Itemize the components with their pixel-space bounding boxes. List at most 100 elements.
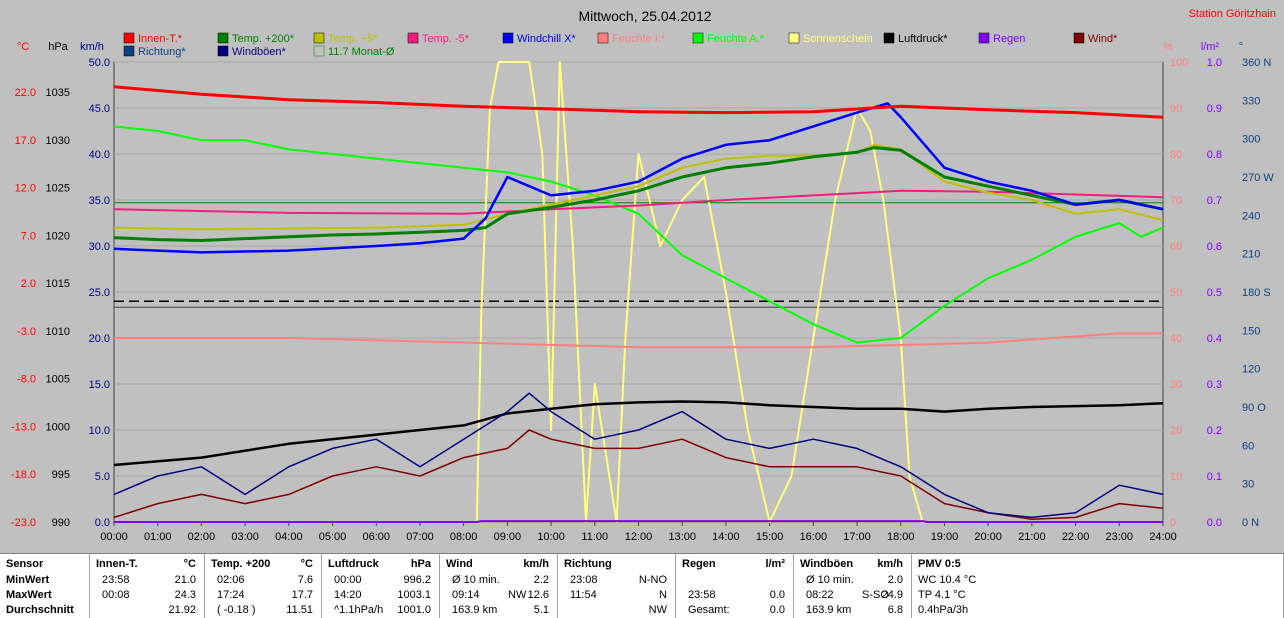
wind-tick-label: 5.0: [95, 471, 110, 483]
summary-sensor-column: Sensor MinWert MaxWert Durchschnitt: [0, 554, 90, 618]
x-tick-label: 20:00: [974, 531, 1002, 543]
wind-tick-label: 25.0: [89, 287, 110, 299]
x-tick-label: 10:00: [537, 531, 565, 543]
axis-unit-direction: °: [1239, 41, 1243, 53]
wind-header: Wind: [446, 558, 473, 570]
temp-tick-label: -13.0: [11, 421, 36, 433]
richtung-cell: 11:54: [570, 589, 597, 601]
rain-tick-label: 1.0: [1207, 57, 1222, 69]
direction-tick-label: 330: [1242, 95, 1260, 107]
wind-cell: NW: [508, 589, 527, 601]
wind-cell: 5.1: [533, 604, 549, 616]
wind-tick-label: 15.0: [89, 379, 110, 391]
x-tick-label: 21:00: [1018, 531, 1046, 543]
legend-label: Windchill X*: [517, 33, 576, 45]
richtung-header: Richtung: [564, 558, 612, 570]
humidity-tick-label: 20: [1170, 425, 1182, 437]
temp-cell: 02:06: [217, 574, 245, 586]
temp-cell: ( -0.18 ): [217, 604, 256, 616]
innen-cell: 21.0: [174, 574, 196, 586]
pressure-tick-label: 990: [52, 517, 70, 529]
legend-swatch: [217, 45, 229, 57]
boeen-row: 08:22 S-SO 24.9: [800, 589, 907, 604]
series-line-windchill-x-: [113, 102, 1164, 254]
rain-tick-label: 0.2: [1207, 425, 1222, 437]
pressure-tick-label: 1025: [46, 183, 70, 195]
direction-tick-label: 300: [1242, 134, 1260, 146]
series-line-windb-en-: [113, 392, 1164, 519]
direction-tick-label: 210: [1242, 249, 1260, 261]
axis-unit-pressure: hPa: [48, 41, 68, 53]
x-tick-label: 08:00: [450, 531, 478, 543]
druck-cell: 996.2: [403, 574, 431, 586]
temp-tick-label: 2.0: [21, 278, 36, 290]
series-line-feuchte-i-: [114, 332, 1163, 349]
legend-swatch: [123, 45, 135, 57]
boeen-cell: 163.9 km: [806, 604, 852, 616]
x-tick-label: 11:00: [581, 531, 608, 543]
humidity-tick-label: 50: [1170, 287, 1182, 299]
temp-cell: 11.51: [286, 604, 313, 616]
legend-label: Wind*: [1088, 33, 1118, 45]
druck-cell: 00:00: [334, 574, 362, 586]
pmv-row: 0.4hPa/3h: [918, 604, 969, 616]
wind-cell: 163.9 km: [452, 604, 498, 616]
axis-unit-wind: km/h: [80, 41, 104, 53]
summary-innen-column: Innen-T. °C 23:58 21.0 00:08 24.3 21.92: [90, 554, 205, 618]
pmv-row: TP 4.1 °C: [918, 589, 966, 601]
druck-cell: 1003.1: [397, 589, 431, 601]
legend-label: Temp. +200*: [232, 33, 295, 45]
avg-label: Durchschnitt: [6, 604, 74, 616]
pmv-row: WC 10.4 °C: [918, 574, 977, 586]
wind-cell: 09:14: [452, 589, 480, 601]
series-line-sonnenschein: [114, 61, 1163, 523]
wind-tick-label: 30.0: [89, 241, 110, 253]
humidity-tick-label: 70: [1170, 195, 1182, 207]
pressure-tick-label: 1005: [46, 374, 70, 386]
direction-tick-label: 180 S: [1242, 287, 1271, 299]
innen-row: 21.92: [96, 604, 200, 618]
direction-tick-label: 120: [1242, 364, 1260, 376]
x-tick-label: 07:00: [406, 531, 434, 543]
legend-label: 11.7 Monat-Ø: [328, 46, 395, 58]
innen-cell: 00:08: [102, 589, 130, 601]
boeen-cell: 24.9: [881, 589, 903, 601]
direction-tick-label: 270 W: [1242, 172, 1274, 184]
direction-tick-label: 360 N: [1242, 57, 1271, 69]
direction-tick-label: 90 O: [1242, 402, 1266, 414]
x-tick-label: 22:00: [1062, 531, 1090, 543]
x-tick-label: 00:00: [100, 531, 128, 543]
boeen-cell: 6.8: [887, 604, 903, 616]
regen-row: 23:58 0.0: [682, 589, 789, 604]
sensor-header: Sensor: [6, 558, 44, 570]
pressure-tick-label: 1010: [46, 326, 70, 338]
pressure-tick-label: 1035: [46, 87, 70, 99]
wind-cell: 12.6: [527, 589, 549, 601]
temp-tick-label: 22.0: [15, 87, 36, 99]
rain-tick-label: 0.7: [1207, 195, 1222, 207]
temp-tick-label: 12.0: [15, 183, 36, 195]
x-tick-label: 12:00: [625, 531, 653, 543]
x-tick-label: 09:00: [494, 531, 522, 543]
boeen-cell: 2.0: [887, 574, 903, 586]
x-tick-label: 23:00: [1106, 531, 1134, 543]
summary-richtung-column: Richtung 23:08 N-NO 11:54 N NW: [558, 554, 676, 618]
legend-swatch: [883, 32, 895, 44]
humidity-tick-label: 90: [1170, 103, 1182, 115]
x-tick-label: 16:00: [800, 531, 828, 543]
wind-row: Ø 10 min. 2.2: [446, 574, 553, 589]
wind-tick-label: 0.0: [95, 517, 110, 529]
x-tick-label: 19:00: [931, 531, 959, 543]
legend-label: Temp. +5*: [328, 33, 379, 45]
summary-druck-column: Luftdruck hPa 00:00 996.2 14:20 1003.1 ^1.1hPa…: [322, 554, 440, 618]
boeen-cell: S-SO: [862, 589, 889, 601]
druck-cell: 14:20: [334, 589, 362, 601]
wind-unit: km/h: [523, 558, 549, 570]
boeen-header: Windböen: [800, 558, 854, 570]
innen-cell: 24.3: [174, 589, 196, 601]
druck-row: 00:00 996.2: [328, 574, 435, 589]
direction-tick-label: 150: [1242, 325, 1260, 337]
series-line-luftdruck-: [113, 400, 1164, 467]
richtung-cell: N-NO: [638, 574, 667, 586]
legend-swatch: [788, 32, 800, 44]
